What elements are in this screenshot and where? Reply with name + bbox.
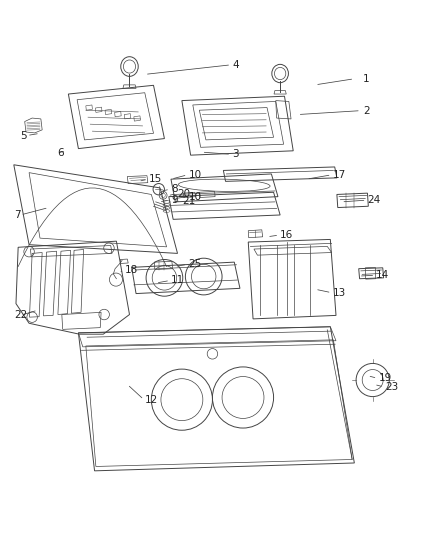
Text: 3: 3 — [232, 149, 239, 159]
Text: 11: 11 — [171, 276, 184, 286]
Text: 25: 25 — [188, 260, 201, 269]
Text: 24: 24 — [367, 195, 381, 205]
Text: 23: 23 — [385, 382, 398, 392]
Text: 6: 6 — [57, 148, 64, 158]
Text: 16: 16 — [280, 230, 293, 240]
Text: 19: 19 — [378, 373, 392, 383]
Text: 21: 21 — [182, 196, 195, 206]
Text: 9: 9 — [171, 195, 177, 205]
Text: 2: 2 — [363, 106, 370, 116]
Text: 5: 5 — [20, 131, 27, 141]
Text: 13: 13 — [332, 288, 346, 298]
Text: 15: 15 — [149, 174, 162, 184]
Text: 18: 18 — [125, 265, 138, 275]
Text: 12: 12 — [145, 394, 158, 405]
Text: 14: 14 — [376, 270, 389, 280]
Text: 17: 17 — [332, 170, 346, 180]
Text: 10: 10 — [188, 170, 201, 180]
Text: 7: 7 — [14, 210, 21, 220]
Text: 1: 1 — [363, 74, 370, 84]
Text: 20: 20 — [177, 189, 191, 199]
Text: 4: 4 — [232, 60, 239, 70]
Text: 22: 22 — [14, 310, 27, 320]
Text: 10: 10 — [188, 192, 201, 201]
Text: 8: 8 — [171, 184, 177, 194]
